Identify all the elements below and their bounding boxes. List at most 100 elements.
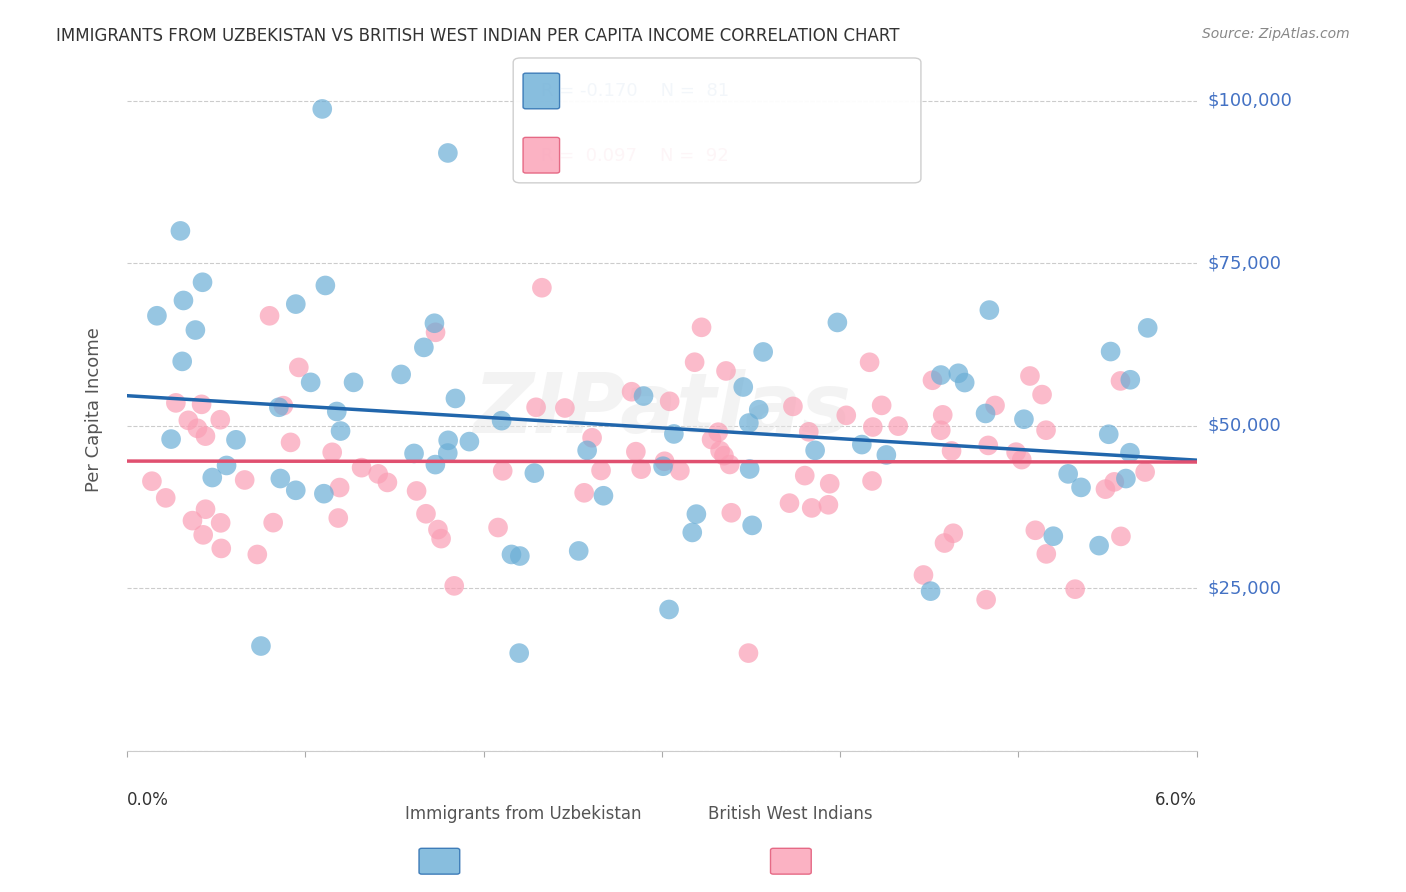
Point (1115, 471, 1137, 485)
Point (714, 364, 737, 378)
Point (530, 281, 553, 295)
Point (683, 355, 706, 369)
Point (492, 464, 515, 478)
Point (554, 401, 576, 415)
Point (191, 275, 214, 289)
Point (576, 443, 599, 458)
Point (942, 526, 965, 541)
Text: Source: ZipAtlas.com: Source: ZipAtlas.com (1202, 27, 1350, 41)
Point (186, 421, 208, 435)
Point (491, 414, 513, 428)
Point (1088, 539, 1111, 553)
Point (851, 437, 873, 451)
Text: 6.0%: 6.0% (1154, 791, 1197, 809)
Point (984, 399, 1007, 413)
Point (486, 520, 509, 534)
Point (1005, 445, 1028, 459)
Point (1119, 446, 1142, 460)
Text: British West Indians: British West Indians (709, 805, 873, 823)
Point (402, 446, 425, 460)
Point (146, 309, 169, 323)
Point (225, 433, 247, 447)
Point (443, 579, 465, 593)
Point (423, 316, 446, 330)
Point (437, 434, 460, 448)
Point (817, 498, 839, 512)
Point (658, 394, 681, 409)
Point (974, 592, 997, 607)
Point (779, 496, 801, 510)
Point (1104, 475, 1126, 489)
Point (589, 463, 612, 477)
Text: R = -0.170    N =  81: R = -0.170 N = 81 (541, 82, 730, 100)
Point (592, 489, 614, 503)
Point (160, 432, 183, 446)
Point (979, 303, 1001, 318)
Point (690, 320, 713, 334)
Point (738, 416, 761, 430)
Point (328, 511, 350, 525)
Point (259, 309, 281, 323)
Point (1070, 480, 1092, 494)
Point (1098, 427, 1121, 442)
Point (190, 397, 212, 411)
Text: $100,000: $100,000 (1208, 92, 1292, 110)
Point (934, 536, 956, 550)
Point (741, 518, 763, 533)
Point (267, 401, 290, 415)
Point (1042, 529, 1064, 543)
Point (246, 548, 269, 562)
Point (1109, 529, 1132, 543)
Point (508, 646, 530, 660)
Point (685, 507, 707, 521)
Point (793, 468, 815, 483)
Point (425, 326, 447, 340)
Point (437, 145, 460, 160)
Point (862, 420, 884, 434)
Point (269, 471, 291, 485)
Point (658, 602, 681, 616)
Point (425, 458, 447, 472)
Point (1019, 369, 1042, 384)
Point (870, 398, 893, 412)
Point (209, 516, 232, 530)
Text: IMMIGRANTS FROM UZBEKISTAN VS BRITISH WEST INDIAN PER CAPITA INCOME CORRELATION : IMMIGRANTS FROM UZBEKISTAN VS BRITISH WE… (56, 27, 900, 45)
Point (572, 485, 595, 500)
Point (377, 475, 399, 490)
Y-axis label: Per Capita Income: Per Capita Income (86, 327, 103, 492)
Text: 0.0%: 0.0% (127, 791, 169, 809)
Point (273, 399, 295, 413)
Point (752, 345, 775, 359)
Point (1024, 523, 1046, 537)
Point (311, 102, 333, 116)
Point (389, 368, 412, 382)
Point (912, 568, 935, 582)
Point (669, 464, 692, 478)
Point (1011, 452, 1033, 467)
Point (1119, 373, 1142, 387)
Point (426, 523, 449, 537)
Text: $50,000: $50,000 (1208, 417, 1281, 434)
Point (201, 470, 224, 484)
Point (1099, 344, 1122, 359)
Point (932, 408, 955, 422)
Point (194, 502, 217, 516)
Point (436, 446, 458, 460)
Point (827, 315, 849, 329)
Point (181, 514, 204, 528)
Point (804, 443, 827, 458)
Point (1109, 374, 1132, 388)
Point (523, 466, 546, 480)
Point (172, 293, 194, 308)
Point (262, 516, 284, 530)
Point (875, 448, 897, 462)
Point (681, 525, 703, 540)
Point (707, 425, 730, 440)
Point (326, 404, 349, 418)
Point (948, 366, 970, 380)
Point (342, 376, 364, 390)
Point (141, 474, 163, 488)
Point (630, 462, 652, 476)
Point (1035, 547, 1057, 561)
Point (718, 458, 741, 472)
